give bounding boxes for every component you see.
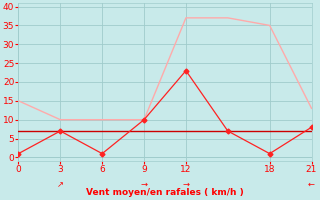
- X-axis label: Vent moyen/en rafales ( km/h ): Vent moyen/en rafales ( km/h ): [86, 188, 244, 197]
- Text: →: →: [182, 180, 189, 189]
- Text: ↗: ↗: [57, 180, 64, 189]
- Text: →: →: [140, 180, 148, 189]
- Text: ←: ←: [308, 180, 315, 189]
